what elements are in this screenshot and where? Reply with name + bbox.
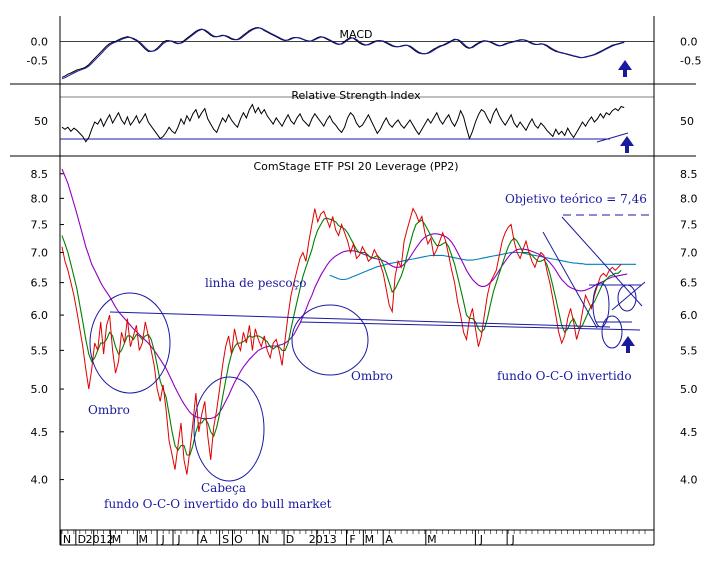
recent-pattern-label: fundo O-C-O invertido — [497, 369, 632, 383]
recent-head — [601, 315, 623, 349]
x-tick-label: D — [78, 533, 86, 546]
wedge-upper — [561, 216, 643, 307]
macd-tick-label-right: -0.5 — [680, 55, 701, 68]
bull-market-label: fundo O-C-O invertido do bull market — [104, 497, 332, 511]
head-label: Cabeça — [201, 481, 246, 495]
macd-title: MACD — [340, 28, 373, 41]
head-circle — [193, 376, 265, 482]
x-tick-label: 2013 — [309, 533, 337, 546]
rsi-y-axis: 50 50 — [34, 96, 694, 128]
price-tick-label-right: 5.5 — [680, 344, 698, 357]
price-tick-label-left: 4.5 — [31, 426, 49, 439]
x-tick-label: A — [200, 533, 208, 546]
macd-tick-label-right: 0.0 — [680, 35, 698, 48]
arrow-markers — [618, 60, 635, 353]
price-tick-label-left: 8.5 — [31, 168, 49, 181]
x-tick-label: N — [261, 533, 269, 546]
price-ma-medium-line — [61, 168, 628, 420]
wedge-lower — [542, 231, 598, 329]
annotation-drawings — [89, 214, 654, 482]
wedge-up — [611, 281, 646, 311]
price-tick-label-left: 8.0 — [31, 192, 49, 205]
x-tick-label: J — [161, 533, 165, 546]
price-tick-label-right: 6.0 — [680, 309, 698, 322]
price-tick-label-left: 5.5 — [31, 344, 49, 357]
left-shoulder-label: Ombro — [88, 403, 130, 417]
rsi-trend-line — [596, 132, 629, 143]
x-tick-label: M — [139, 533, 149, 546]
price-tick-label-left: 6.0 — [31, 309, 49, 322]
target-label: Objetivo teórico = 7,46 — [505, 192, 647, 206]
x-tick-label: S — [222, 533, 229, 546]
right-shoulder-label: Ombro — [351, 369, 393, 383]
price-tick-label-right: 5.0 — [680, 383, 698, 396]
macd-signal-line — [61, 27, 625, 80]
price-tick-label-right: 4.5 — [680, 426, 698, 439]
rsi-tick-label-left: 50 — [34, 115, 48, 128]
price-tick-label-right: 8.5 — [680, 168, 698, 181]
macd-tick-label-left: 0.0 — [31, 35, 49, 48]
price-up-arrow-icon — [621, 336, 635, 353]
x-tick-label: M — [365, 533, 375, 546]
price-tick-label-left: 5.0 — [31, 383, 49, 396]
price-ma-short-line — [61, 217, 622, 456]
x-tick-label: J — [479, 533, 483, 546]
annotation-texts: linha de pescoço Objetivo teórico = 7,46… — [88, 192, 647, 511]
price-tick-label-left: 6.5 — [31, 277, 49, 290]
price-tick-label-left: 4.0 — [31, 474, 49, 487]
x-tick-label: D — [286, 533, 294, 546]
neckline-1 — [109, 311, 611, 328]
price-tick-label-left: 7.0 — [31, 247, 49, 260]
price-series — [61, 168, 637, 475]
rsi-tick-label-right: 50 — [680, 115, 694, 128]
x-tick-label: J — [176, 533, 180, 546]
x-tick-label: M — [427, 533, 437, 546]
x-tick-label: N — [63, 533, 71, 546]
macd-tick-label-left: -0.5 — [27, 55, 48, 68]
rsi-series — [61, 103, 625, 143]
price-tick-label-right: 7.0 — [680, 247, 698, 260]
x-tick-label: 2012 — [86, 533, 114, 546]
macd-up-arrow-icon — [618, 60, 632, 77]
x-tick-label: O — [234, 533, 243, 546]
neckline-2 — [299, 321, 641, 331]
price-y-axis: 4.0 4.0 4.5 4.5 5.0 5.0 5.5 5.5 6.0 6.0 6.5 6.5 7.0 7… — [31, 168, 698, 487]
price-title: ComStage ETF PSI 20 Leverage (PP2) — [253, 160, 458, 173]
price-tick-label-right: 6.5 — [680, 277, 698, 290]
x-tick-label: A — [385, 533, 393, 546]
price-tick-label-left: 7.5 — [31, 219, 49, 232]
macd-series — [61, 26, 625, 80]
neckline-label: linha de pescoço — [205, 276, 307, 290]
rsi-line — [61, 103, 625, 143]
price-tick-label-right: 4.0 — [680, 474, 698, 487]
left-shoulder-circle — [89, 292, 171, 394]
price-tick-label-right: 8.0 — [680, 192, 698, 205]
recent-left-shoulder — [592, 282, 610, 328]
x-tick-label: J — [511, 533, 515, 546]
rsi-title: Relative Strength Index — [291, 89, 421, 102]
x-tick-label: M — [112, 533, 122, 546]
macd-line — [61, 26, 625, 78]
price-tick-label-right: 7.5 — [680, 219, 698, 232]
right-shoulder-circle — [291, 304, 369, 376]
panel-frames — [10, 16, 696, 546]
price-price-line — [61, 207, 622, 475]
x-tick-label: F — [349, 533, 355, 546]
rsi-up-arrow-icon — [620, 136, 634, 153]
